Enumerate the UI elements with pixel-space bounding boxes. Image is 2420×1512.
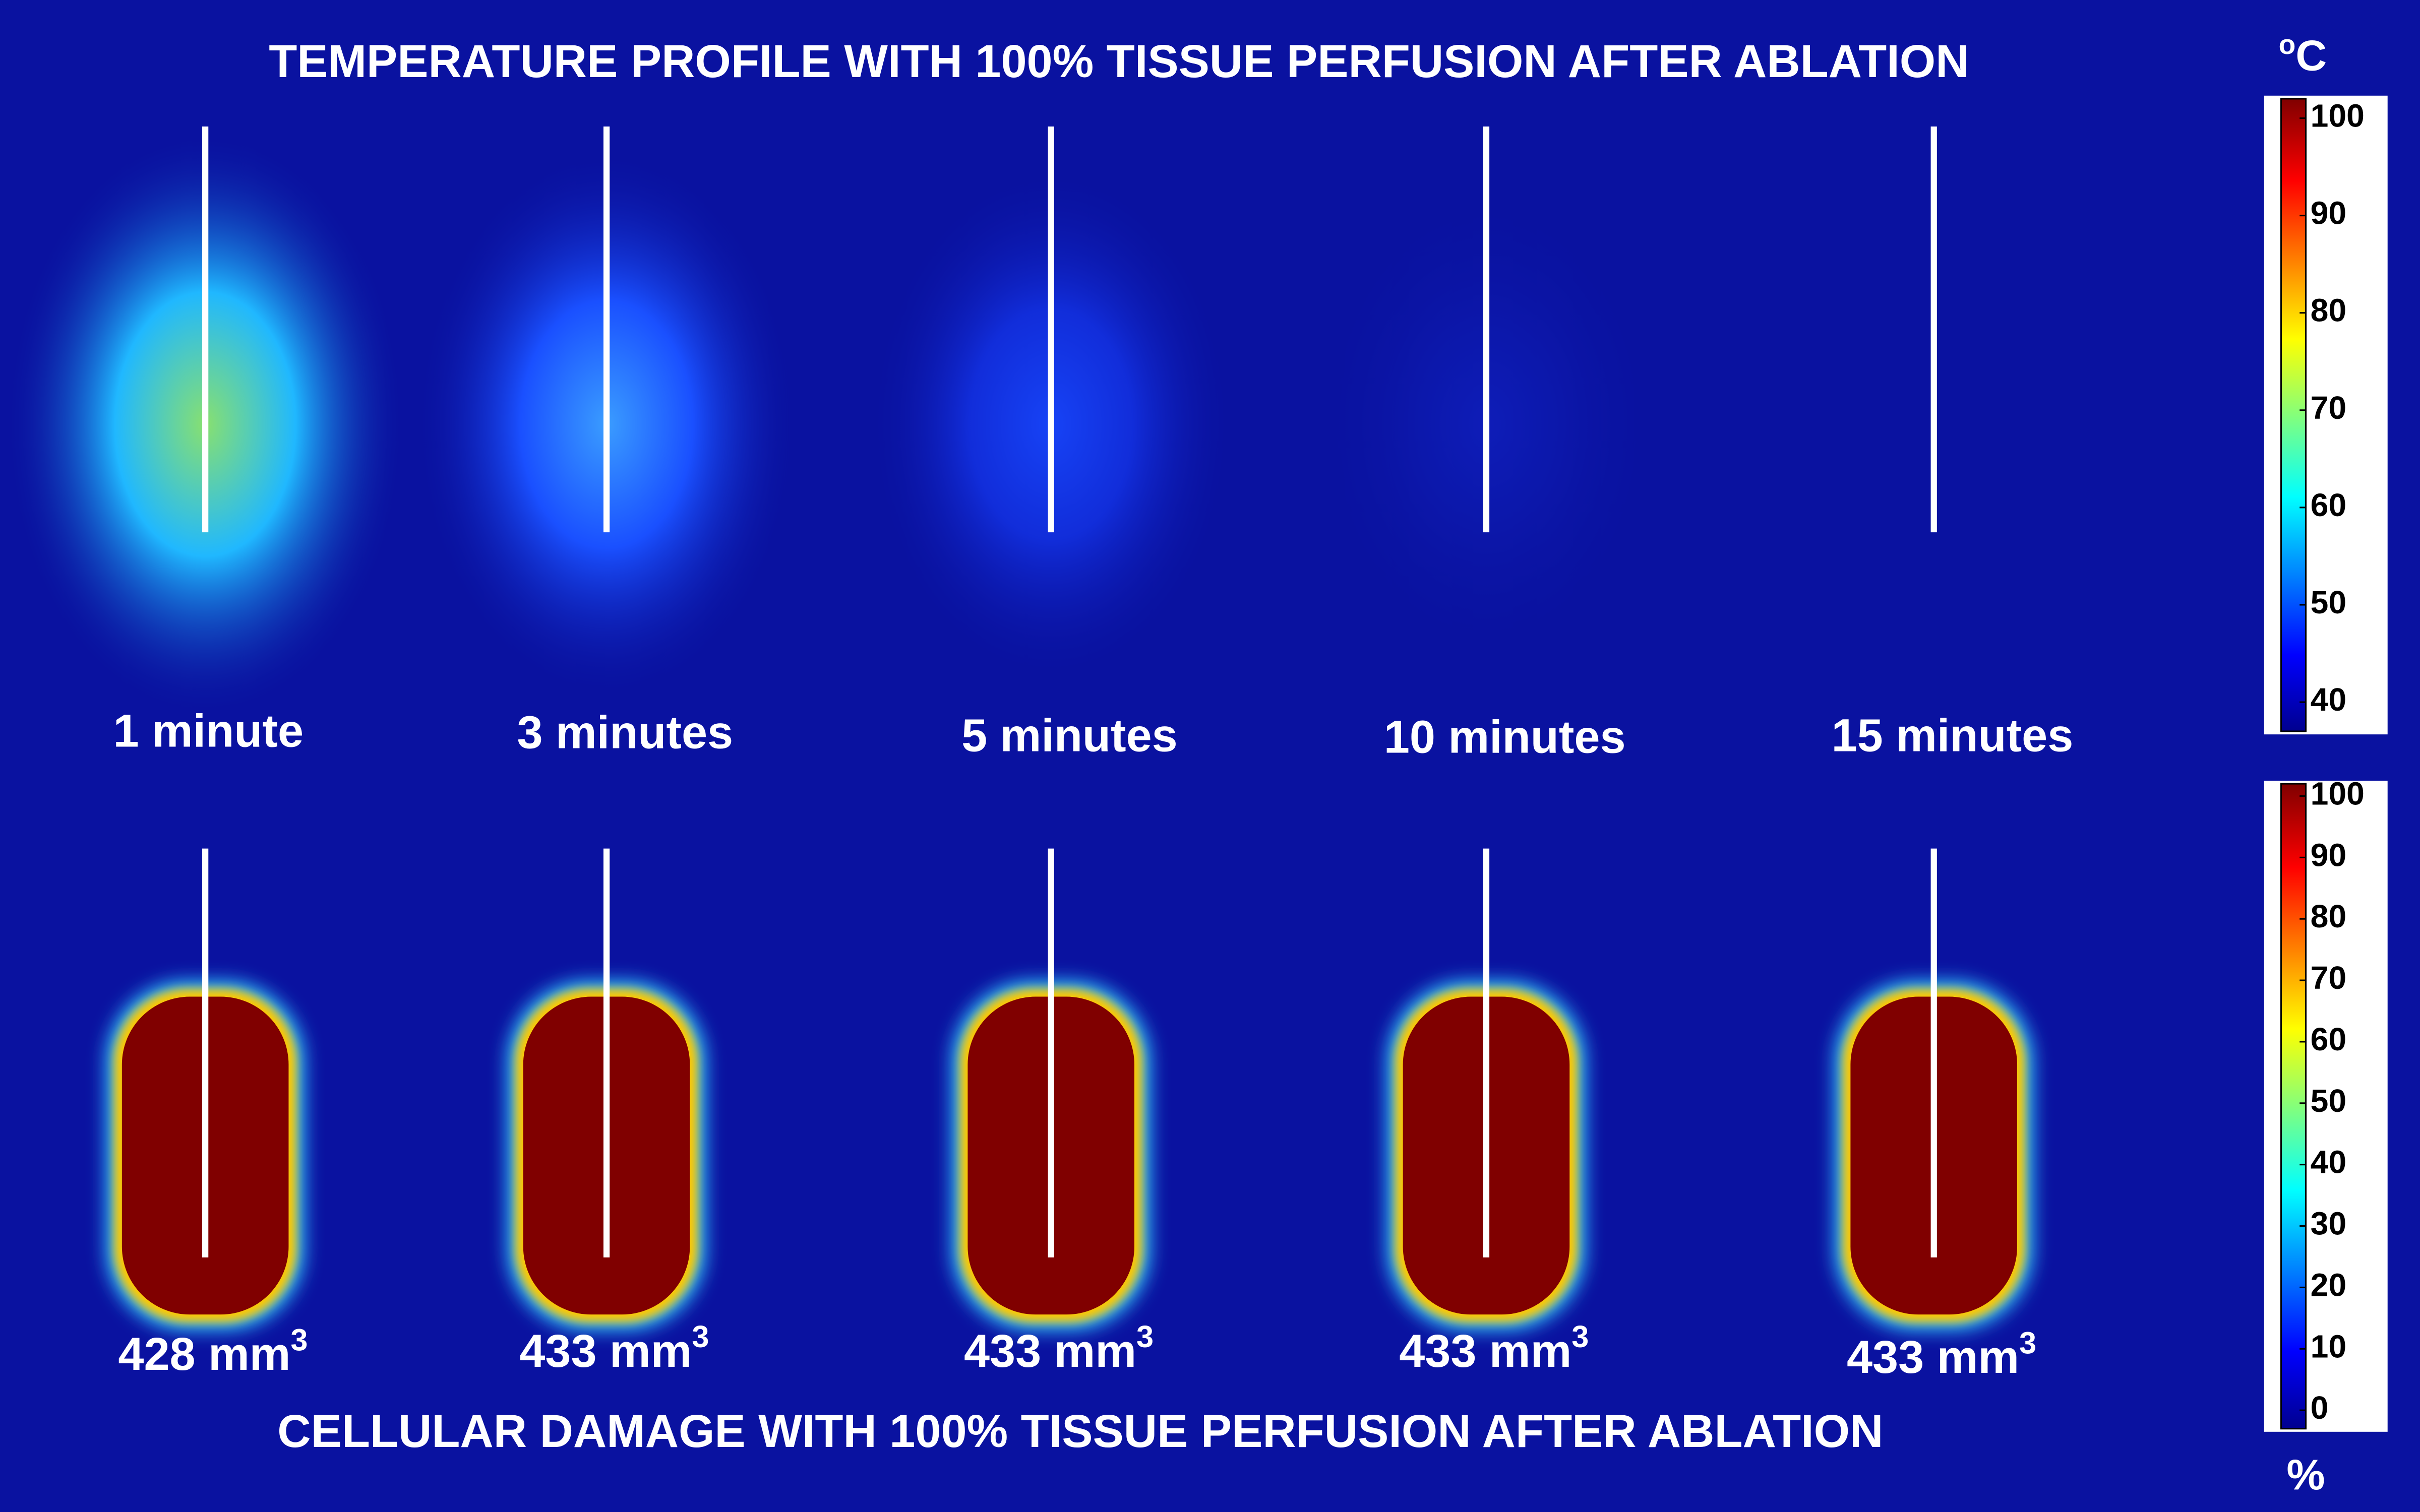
volume-text: 433 mm — [1847, 1332, 2019, 1383]
tick-label: 20 — [2311, 1267, 2346, 1303]
time-label: 1 minute — [113, 705, 304, 757]
volume-sup: 3 — [692, 1319, 709, 1354]
time-label: 15 minutes — [1832, 710, 2074, 762]
top-title: TEMPERATURE PROFILE WITH 100% TISSUE PER… — [269, 36, 1969, 87]
tick-label: 100 — [2311, 775, 2365, 811]
colorbar — [2280, 98, 2307, 732]
tick-label: 50 — [2311, 1083, 2346, 1119]
colorbar — [2280, 783, 2307, 1430]
volume-sup: 3 — [1571, 1319, 1589, 1354]
tick-label: 0 — [2311, 1390, 2329, 1426]
volume-label: 433 mm3 — [964, 1319, 1154, 1377]
volume-sup: 3 — [2019, 1326, 2036, 1360]
volume-label: 433 mm3 — [1847, 1326, 2036, 1383]
volume-sup: 3 — [290, 1322, 308, 1357]
volume-label: 428 mm3 — [118, 1322, 308, 1380]
tick-label: 60 — [2311, 1021, 2346, 1057]
volume-text: 433 mm — [1399, 1326, 1571, 1377]
volume-text: 433 mm — [519, 1326, 692, 1377]
tick-label: 80 — [2311, 292, 2346, 329]
tick-label: 90 — [2311, 837, 2346, 873]
tick-label: 100 — [2311, 98, 2365, 134]
damage-unit: % — [2286, 1451, 2325, 1499]
time-label: 5 minutes — [961, 710, 1178, 762]
tick-label: 40 — [2311, 1144, 2346, 1180]
colorbars: 40 50 60 70 80 90 100 0 10 20 30 40 50 60 70 80 90 100 — [2264, 95, 2388, 1432]
tick-label: 60 — [2311, 487, 2346, 523]
unit: C — [2295, 31, 2327, 80]
time-label: 10 minutes — [1384, 712, 1626, 763]
volume-label: 433 mm3 — [1399, 1319, 1589, 1377]
volume-text: 433 mm — [964, 1326, 1136, 1377]
bottom-title: CELLULAR DAMAGE WITH 100% TISSUE PERFUSI… — [277, 1406, 1883, 1457]
temperature-unit: oC — [2279, 28, 2327, 80]
volume-sup: 3 — [1136, 1319, 1154, 1354]
tick-label: 80 — [2311, 898, 2346, 934]
tick-label: 90 — [2311, 195, 2346, 231]
volume-label: 433 mm3 — [519, 1319, 709, 1377]
tick-label: 50 — [2311, 584, 2346, 620]
tick-label: 70 — [2311, 960, 2346, 996]
unit-sup: o — [2279, 28, 2296, 59]
tick-label: 40 — [2311, 681, 2346, 718]
tick-label: 10 — [2311, 1328, 2346, 1364]
tick-label: 30 — [2311, 1206, 2346, 1242]
volume-text: 428 mm — [118, 1329, 290, 1380]
time-label: 3 minutes — [517, 707, 733, 758]
tick-label: 70 — [2311, 390, 2346, 426]
